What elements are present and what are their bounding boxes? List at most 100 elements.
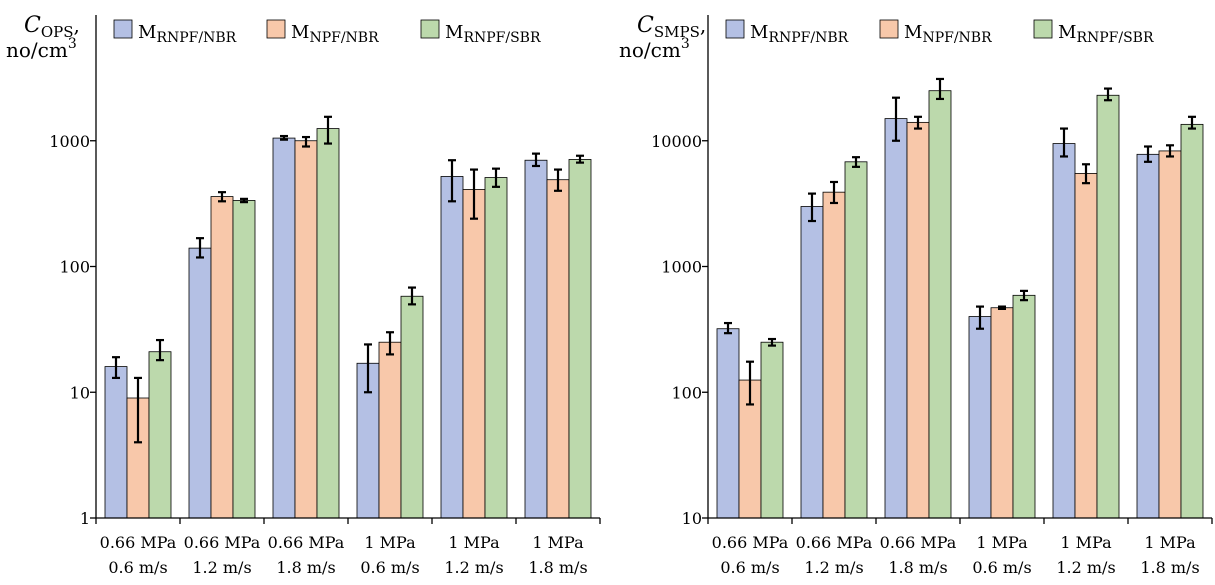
x-tick-label-line1: 0.66 MPa	[100, 533, 177, 552]
error-bar	[998, 305, 1006, 311]
bar	[1052, 143, 1076, 519]
error-bar	[1060, 127, 1068, 158]
x-tick-label-line2: 1.2 m/s	[804, 558, 863, 577]
y-tick-label: 1	[80, 509, 90, 528]
legend-label: MRNPF/NBR	[138, 22, 237, 46]
y-tick-label: 1000	[49, 132, 90, 151]
bar	[716, 328, 740, 519]
x-tick-label-line1: 1 MPa	[532, 533, 584, 552]
legend-entry: MRNPF/NBR	[725, 19, 849, 46]
error-bar	[280, 134, 288, 141]
legend-swatch	[1033, 19, 1053, 39]
x-tick-label-line1: 0.66 MPa	[796, 533, 873, 552]
error-bar	[1188, 115, 1196, 130]
y-tick-label: 10000	[651, 132, 702, 151]
y-axis-label: CSMPS,	[637, 13, 706, 41]
error-bar	[768, 337, 776, 347]
legend-swatch	[725, 19, 745, 39]
error-bar	[724, 321, 732, 335]
bar	[1136, 153, 1160, 519]
legend-label: MRNPF/SBR	[1058, 22, 1154, 46]
x-tick-label-line1: 1 MPa	[1060, 533, 1112, 552]
x-tick-label-line2: 1.2 m/s	[192, 558, 251, 577]
error-bar	[302, 135, 310, 148]
bar	[440, 176, 464, 519]
bar	[884, 118, 908, 519]
x-tick-label-line2: 0.6 m/s	[360, 558, 419, 577]
x-tick-label-line1: 0.66 MPa	[880, 533, 957, 552]
legend-entry: MNPF/NBR	[879, 19, 992, 46]
bar	[104, 366, 128, 519]
error-bar	[448, 159, 456, 203]
error-bar	[852, 156, 860, 168]
bar	[906, 121, 930, 519]
error-bar	[240, 197, 248, 204]
error-bar	[408, 286, 416, 306]
x-tick-label-line2: 1.8 m/s	[1140, 558, 1199, 577]
x-tick-label-line1: 0.66 MPa	[184, 533, 261, 552]
bar	[378, 341, 402, 519]
error-bar	[1166, 144, 1174, 158]
x-tick-label-line2: 0.6 m/s	[720, 558, 779, 577]
error-bar	[830, 180, 838, 205]
y-tick-label: 10	[70, 383, 90, 402]
error-bar	[386, 331, 394, 356]
error-bar	[492, 167, 500, 188]
error-bar	[576, 154, 584, 164]
error-bar	[196, 237, 204, 259]
error-bar	[936, 77, 944, 101]
legend-label: MNPF/NBR	[291, 22, 379, 46]
bar	[272, 137, 296, 519]
error-bar	[364, 343, 372, 394]
y-axis-unit: no/cm3	[619, 36, 690, 62]
x-tick-label-line1: 1 MPa	[1144, 533, 1196, 552]
bar	[760, 341, 784, 519]
x-tick-label-line2: 1.8 m/s	[276, 558, 335, 577]
bar	[524, 159, 548, 519]
error-bar	[892, 96, 900, 142]
error-bar	[1020, 289, 1028, 302]
error-bar	[554, 168, 562, 192]
bar	[188, 247, 212, 519]
error-bar	[324, 115, 332, 145]
bar	[1012, 294, 1036, 519]
legend-swatch	[266, 19, 286, 39]
bar	[822, 191, 846, 519]
bar	[546, 179, 570, 519]
bar	[148, 351, 172, 519]
x-tick-label-line1: 1 MPa	[976, 533, 1028, 552]
bar	[990, 307, 1014, 519]
legend-swatch	[420, 19, 440, 39]
bar	[210, 196, 234, 519]
error-bar	[532, 152, 540, 168]
y-tick-label: 100	[59, 258, 90, 277]
bar	[400, 295, 424, 519]
error-bar	[1104, 87, 1112, 102]
legend-entry: MRNPF/SBR	[420, 19, 541, 46]
y-tick-label: 100	[671, 383, 702, 402]
x-tick-label-line2: 1.8 m/s	[528, 558, 587, 577]
legend-swatch	[879, 19, 899, 39]
legend-entry: MRNPF/SBR	[1033, 19, 1154, 46]
x-tick-label-line1: 1 MPa	[448, 533, 500, 552]
error-bar	[746, 360, 754, 406]
chart-left-ops: 1 10 100 1000 0.66 MPa 0.6 m/s 0.66 MPa 1.2 m/s…	[6, 13, 601, 577]
error-bar	[1144, 145, 1152, 163]
error-bar	[218, 191, 226, 203]
x-tick-label-line2: 1.2 m/s	[1056, 558, 1115, 577]
bar	[294, 140, 318, 519]
y-tick-label: 10	[682, 509, 702, 528]
x-tick-label-line1: 0.66 MPa	[268, 533, 345, 552]
bar	[968, 316, 992, 519]
bar	[484, 177, 508, 519]
legend-label: MNPF/NBR	[904, 22, 992, 46]
bar	[316, 128, 340, 519]
x-tick-label-line2: 1.8 m/s	[888, 558, 947, 577]
x-tick-label-line1: 1 MPa	[364, 533, 416, 552]
bar	[928, 90, 952, 519]
error-bar	[112, 356, 120, 380]
x-tick-label-line2: 0.6 m/s	[108, 558, 167, 577]
x-tick-label-line2: 0.6 m/s	[972, 558, 1031, 577]
error-bar	[470, 168, 478, 220]
